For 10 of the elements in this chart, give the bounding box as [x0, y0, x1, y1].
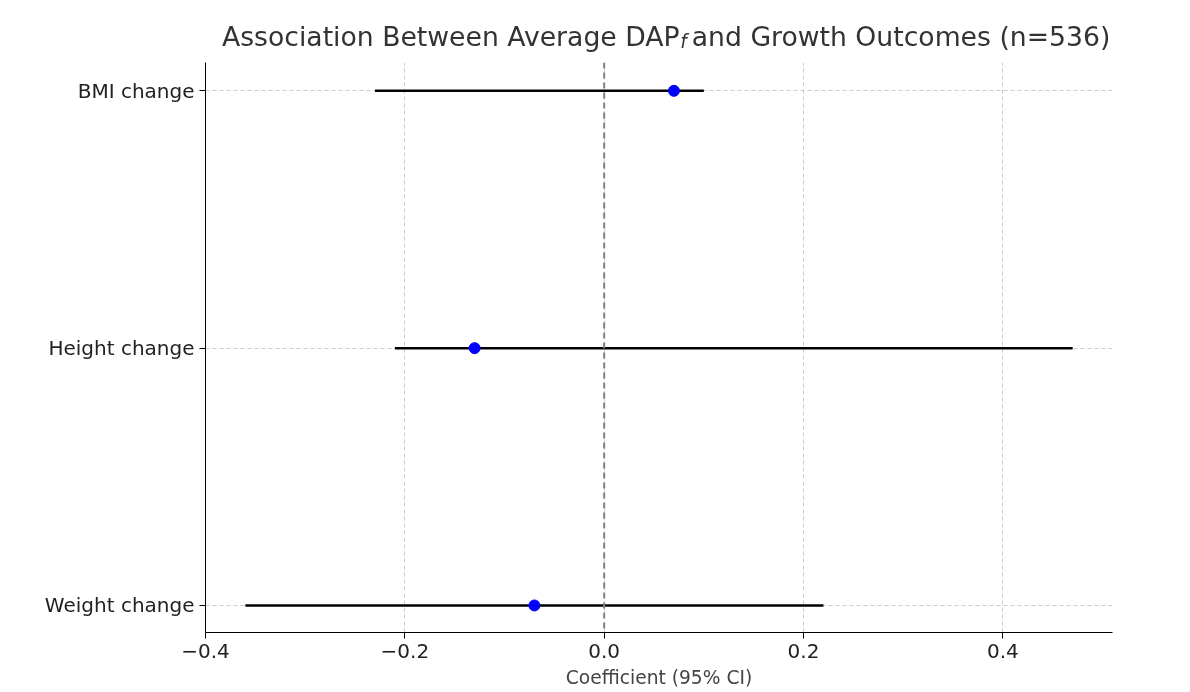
x-tick-label: 0.2 — [787, 638, 820, 663]
y-tick-label: Height change — [48, 336, 195, 361]
y-tick-label: BMI change — [77, 78, 195, 103]
y-tick-label: Weight change — [44, 593, 195, 618]
x-tick-label: 0.4 — [986, 638, 1019, 663]
chart-title: Association Between Average DAPf and Growth Outcomes (n=536) — [221, 21, 1111, 52]
x-tick-label: −0.2 — [380, 638, 430, 663]
x-tick-label: −0.4 — [181, 638, 230, 663]
x-tick-label: 0.0 — [588, 638, 621, 663]
x-axis-title: Coefficient (95% CI) — [565, 666, 753, 688]
